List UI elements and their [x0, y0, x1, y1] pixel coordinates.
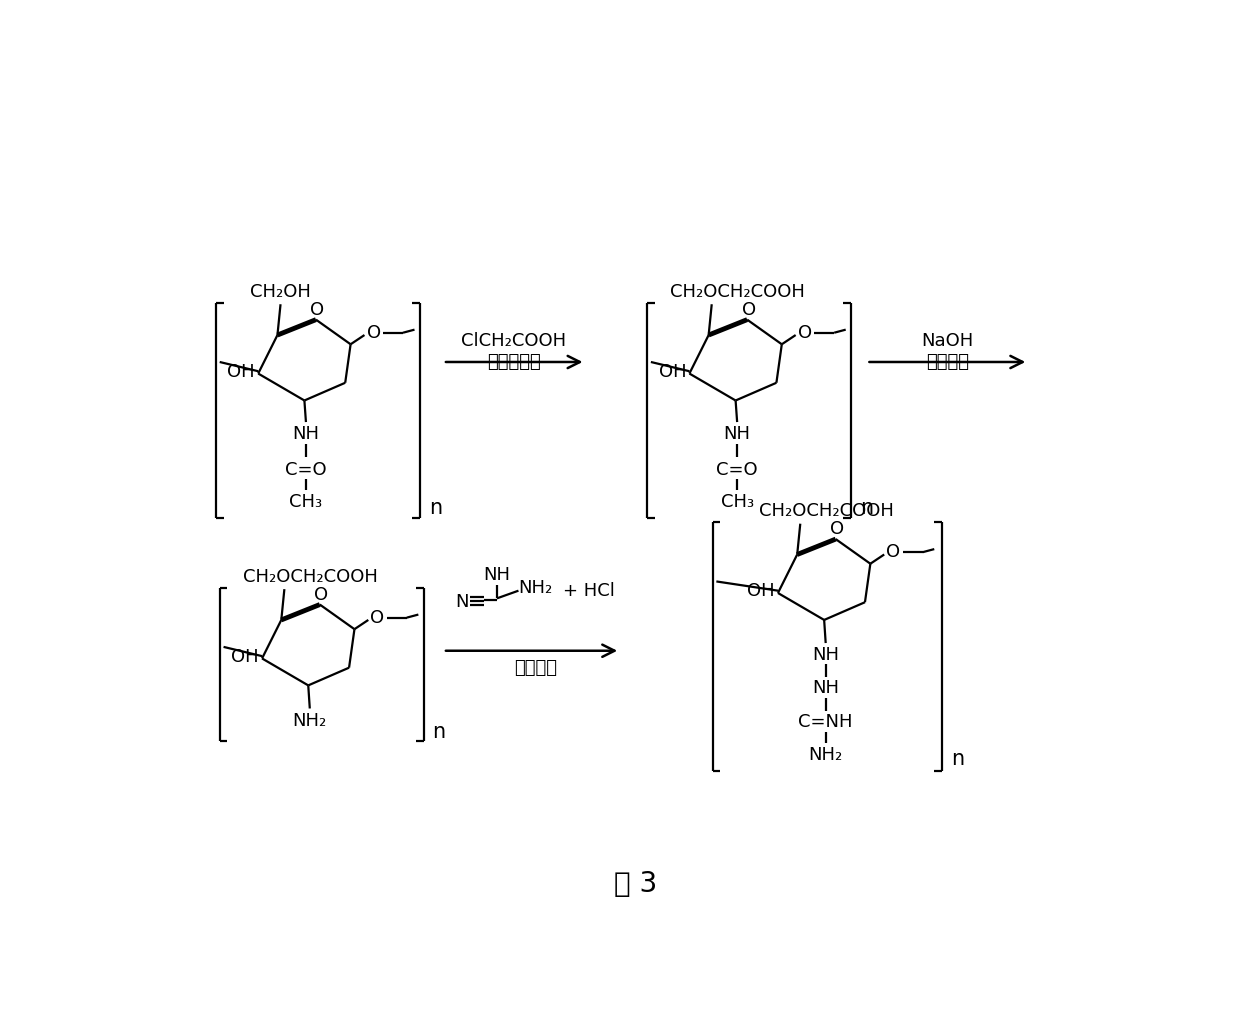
Text: N: N [455, 593, 469, 612]
Text: CH₂OH: CH₂OH [250, 283, 311, 301]
Text: O: O [887, 543, 900, 562]
Text: 式 3: 式 3 [614, 870, 657, 898]
Text: CH₂OCH₂COOH: CH₂OCH₂COOH [759, 502, 894, 521]
Text: n: n [951, 749, 963, 769]
Text: n: n [429, 498, 441, 519]
Text: CH₂OCH₂COOH: CH₂OCH₂COOH [243, 568, 378, 586]
Text: C=O: C=O [717, 460, 758, 479]
Text: OH: OH [658, 363, 686, 381]
Text: NH₂: NH₂ [518, 579, 553, 596]
Text: + HCl: + HCl [563, 582, 615, 599]
Text: 加成反应: 加成反应 [513, 659, 557, 677]
Text: NH: NH [293, 426, 320, 443]
Text: n: n [859, 498, 873, 519]
Text: C=O: C=O [285, 460, 327, 479]
Text: O: O [742, 300, 755, 319]
Text: NH: NH [812, 679, 839, 697]
Text: OH: OH [748, 582, 775, 600]
Text: n: n [433, 722, 445, 741]
Text: C=NH: C=NH [799, 714, 853, 731]
Text: NH₂: NH₂ [808, 745, 843, 764]
Text: O: O [371, 609, 384, 627]
Text: O: O [314, 585, 329, 603]
Text: NH: NH [812, 645, 839, 664]
Text: O: O [310, 300, 325, 319]
Text: O: O [367, 324, 381, 342]
Text: CH₂OCH₂COOH: CH₂OCH₂COOH [671, 283, 805, 301]
Text: OH: OH [227, 363, 255, 381]
Text: CH₃: CH₃ [720, 493, 754, 512]
Text: OH: OH [232, 648, 259, 666]
Text: NH: NH [724, 426, 750, 443]
Text: CH₃: CH₃ [289, 493, 322, 512]
Text: NaOH: NaOH [921, 332, 973, 350]
Text: O: O [830, 520, 844, 538]
Text: NH₂: NH₂ [293, 712, 327, 730]
Text: 脱乙酰化: 脱乙酰化 [926, 353, 968, 371]
Text: ClCH₂COOH: ClCH₂COOH [461, 332, 567, 350]
Text: O: O [797, 324, 812, 342]
Text: NH: NH [484, 567, 511, 584]
Text: 罧甲基反应: 罧甲基反应 [487, 353, 541, 371]
